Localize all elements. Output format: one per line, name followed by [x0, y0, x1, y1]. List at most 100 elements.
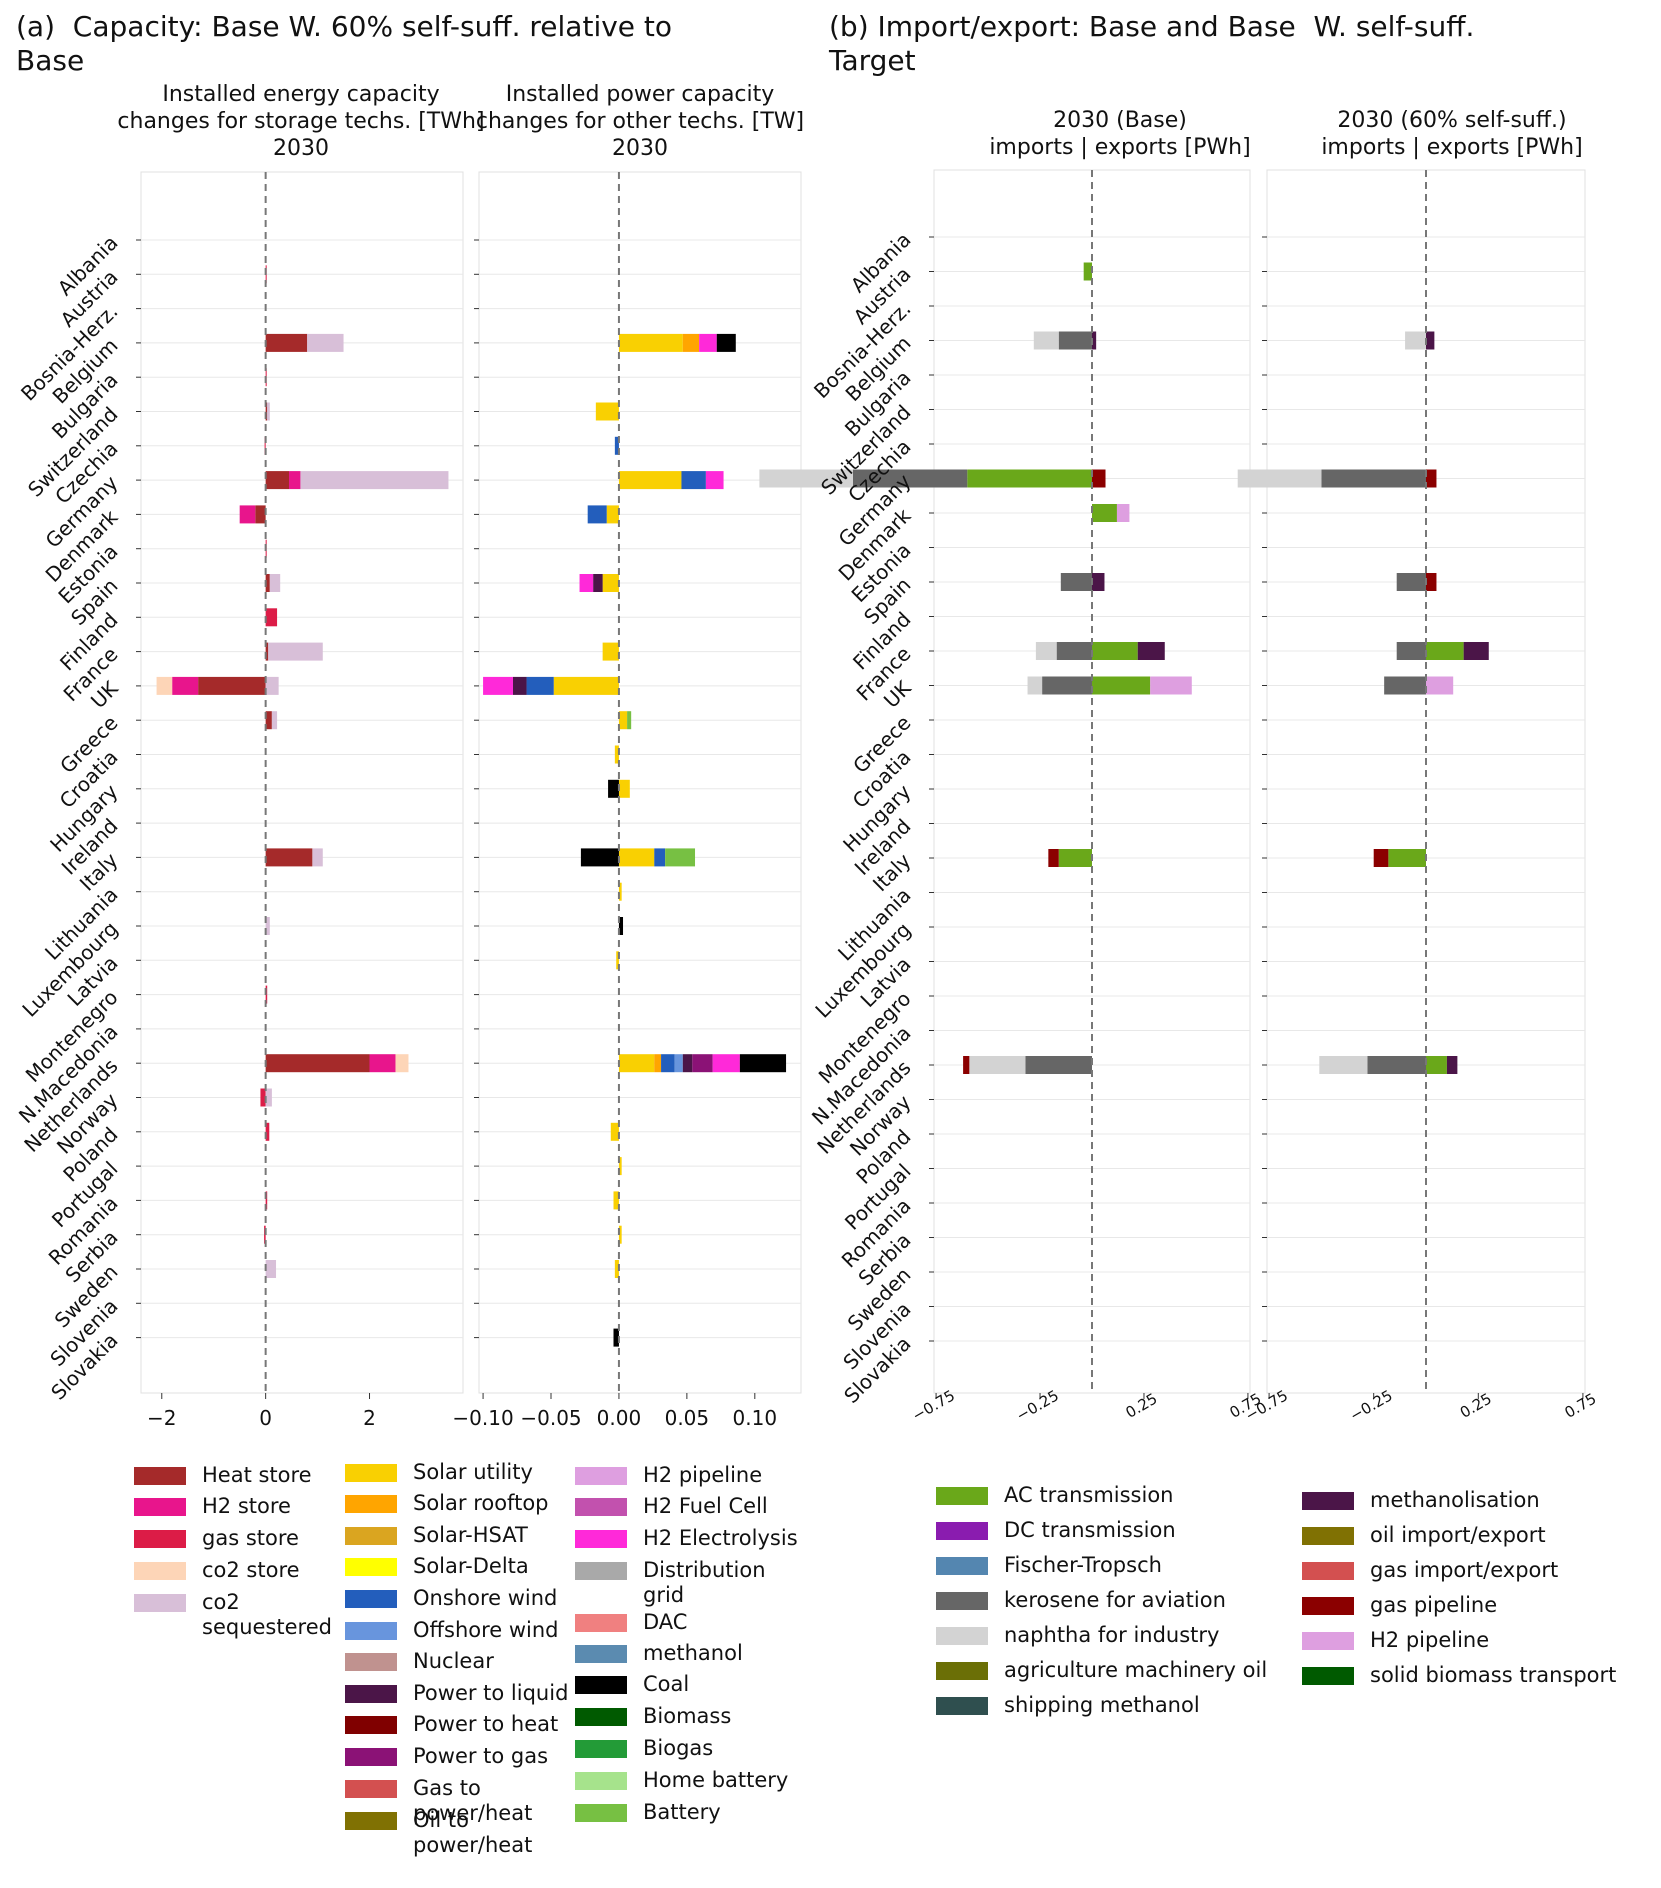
legend-label: co2 store [202, 1558, 300, 1582]
legend-label: kerosene for aviation [1004, 1588, 1226, 1612]
bar-methanolisation-france [1137, 642, 1165, 660]
legend-swatch [936, 1522, 988, 1540]
bar-solar-utility-croatia [614, 745, 619, 764]
bar-co2-sequestered-luxembourg [265, 917, 270, 935]
bar-ac-transmission-italy [1058, 849, 1092, 867]
legend-item-solar-delta: Solar-Delta [345, 1554, 570, 1579]
bar-kerosene-for-aviation-spain [1060, 573, 1092, 591]
panel-3-title-line: 2030 (60% self-suff.) [1337, 108, 1566, 133]
legend-swatch [575, 1772, 627, 1790]
bar-solar-utility-hungary [618, 779, 630, 798]
bar-naphtha-for-industry-netherlands [969, 1056, 1026, 1074]
bar-heat-store-belgium [265, 333, 308, 352]
bar-onshore-wind-netherlands [661, 1054, 675, 1073]
legend-swatch [134, 1467, 186, 1485]
legend-item-biogas: Biogas [575, 1736, 800, 1761]
legend-label: Home battery [643, 1768, 789, 1792]
bar-naphtha-for-industry-france [1035, 642, 1057, 660]
x-tick-label: 0.00 [597, 1406, 642, 1430]
bar-solar-utility-serbia [618, 1225, 622, 1244]
bar-ac-transmission-italy [1388, 849, 1426, 867]
panel-a-title: (a) Capacity: Base W. 60% self-suff. rel… [16, 10, 673, 77]
legend-label: agriculture machinery oil [1004, 1658, 1268, 1682]
legend-item-shipping-methanol: shipping methanol [936, 1693, 1281, 1718]
bar-h2-electrolysis-germany [705, 471, 724, 490]
bar-co2-sequestered-italy [312, 848, 323, 867]
legend-item-onshore-wind: Onshore wind [345, 1586, 570, 1611]
bar-co2-store-netherlands [395, 1054, 409, 1073]
x-tick-label: −0.05 [520, 1406, 581, 1430]
legend-swatch [1302, 1597, 1354, 1615]
legend-swatch [345, 1622, 397, 1640]
panel-3-title-line: imports | exports [PWh] [1321, 135, 1582, 160]
legend-item-power-to-heat: Power to heat [345, 1712, 570, 1737]
legend-swatch [936, 1557, 988, 1575]
legend-swatch [345, 1685, 397, 1703]
plot-frame [478, 171, 802, 1394]
legend-item-battery: Battery [575, 1800, 800, 1825]
legend-item-heat-store: Heat store [134, 1463, 334, 1488]
bar-solar-utility-uk [553, 676, 619, 695]
bar-power-to-liquid-netherlands [682, 1054, 693, 1073]
bar-methanolisation-belgium [1426, 331, 1435, 350]
bar-onshore-wind-italy [654, 848, 666, 867]
bar-battery-greece [627, 711, 632, 730]
legend-item-methanol: methanol [575, 1641, 800, 1666]
bar-naphtha-for-industry-belgium [1405, 331, 1426, 350]
legend-swatch [575, 1562, 627, 1580]
bar-methanolisation-france [1463, 642, 1489, 660]
legend-label: gas import/export [1370, 1558, 1559, 1582]
legend-swatch [575, 1804, 627, 1822]
bar-h2-pipeline-denmark [1116, 504, 1130, 522]
legend-item-gas-store: gas store [134, 1526, 334, 1551]
legend-swatch [345, 1558, 397, 1576]
bar-kerosene-for-aviation-spain [1396, 573, 1426, 591]
bar-kerosene-for-aviation-france [1396, 642, 1426, 660]
legend-item-co2-store: co2 store [134, 1558, 334, 1583]
legend-label: H2 pipeline [1370, 1628, 1490, 1652]
bar-ac-transmission-uk [1092, 676, 1151, 695]
legend-label: Gas to power/heat [413, 1776, 533, 1825]
x-tick-label: 0.75 [1561, 1390, 1599, 1422]
legend-label: naphtha for industry [1004, 1623, 1220, 1647]
bar-onshore-wind-denmark [587, 505, 607, 524]
legend-item-coal: Coal [575, 1672, 800, 1697]
bar-coal-netherlands [739, 1054, 787, 1073]
legend-swatch [575, 1498, 627, 1516]
legend-item-methanolisation: methanolisation [1302, 1488, 1647, 1513]
legend-swatch [936, 1697, 988, 1715]
bar-heat-store-italy [265, 848, 313, 867]
legend-item-home-battery: Home battery [575, 1768, 800, 1793]
legend-item-kerosene-for-aviation: kerosene for aviation [936, 1588, 1281, 1613]
bar-solar-utility-italy [618, 848, 655, 867]
legend-item-oil-to-power-heat: Oil to power/heat [345, 1808, 570, 1858]
bar-gas-pipeline-germany [1426, 469, 1437, 488]
x-tick-label: −0.25 [1013, 1386, 1062, 1425]
legend-item-solid-biomass-transport: solid biomass transport [1302, 1663, 1647, 1688]
bar-power-to-liquid-spain [593, 574, 603, 592]
x-tick-label: −0.10 [452, 1406, 513, 1430]
legend-swatch [1302, 1667, 1354, 1685]
legend-item-fischer-tropsch: Fischer-Tropsch [936, 1553, 1281, 1578]
legend-swatch [936, 1627, 988, 1645]
legend-label: DC transmission [1004, 1518, 1176, 1542]
legend-item-gas-import-export: gas import/export [1302, 1558, 1647, 1583]
bar-kerosene-for-aviation-germany [852, 469, 968, 488]
bar-solar-rooftop-netherlands [654, 1054, 662, 1073]
legend-swatch [345, 1812, 397, 1830]
bar-ac-transmission-netherlands [1426, 1056, 1447, 1074]
legend-label: Heat store [202, 1463, 312, 1487]
bar-power-to-liquid-uk [512, 676, 527, 695]
bar-solar-utility-netherlands [618, 1054, 655, 1073]
legend-label: Solar-HSAT [413, 1523, 528, 1547]
legend-label: Solar utility [413, 1460, 533, 1484]
legend-swatch [134, 1498, 186, 1516]
legend-label: Solar rooftop [413, 1491, 549, 1515]
legend-swatch [134, 1594, 186, 1612]
bar-methanolisation-spain [1092, 573, 1105, 591]
legend-swatch [1302, 1527, 1354, 1545]
bar-co2-sequestered-spain [269, 574, 281, 592]
bar-co2-sequestered-france [268, 642, 323, 661]
bar-power-to-gas-netherlands [692, 1054, 713, 1073]
legend-swatch [345, 1527, 397, 1545]
